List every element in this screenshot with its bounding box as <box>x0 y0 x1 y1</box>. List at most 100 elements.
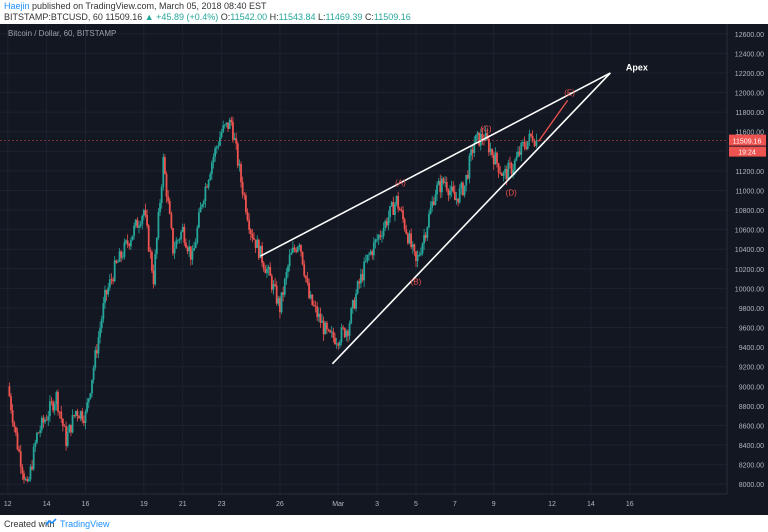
candle-body <box>47 416 50 421</box>
x-tick-label: 16 <box>626 501 634 508</box>
candle-body <box>394 204 396 215</box>
candle-body <box>431 201 434 208</box>
candle-body <box>434 194 437 205</box>
candle-body <box>107 287 110 295</box>
candle-body <box>164 157 166 174</box>
time-axis[interactable] <box>0 494 768 515</box>
candle-body <box>104 290 106 304</box>
candle-body <box>97 337 100 354</box>
candle-body <box>473 142 476 153</box>
x-tick-label: 12 <box>4 501 12 508</box>
candle-body <box>484 132 487 141</box>
author-link[interactable]: Haejin <box>4 1 30 11</box>
candle-body <box>223 124 226 126</box>
candle-body <box>117 261 119 263</box>
candle-body <box>254 239 257 248</box>
candle-body <box>452 186 455 192</box>
candle-body <box>134 219 137 226</box>
candle-body <box>531 135 534 141</box>
tradingview-logo-icon <box>45 518 57 526</box>
y-tick-label: 12600.00 <box>735 32 764 39</box>
wave-label: (B) <box>411 277 422 286</box>
price-tags: 11509.16 19:24 <box>0 134 766 157</box>
candle-body <box>13 422 16 427</box>
candle-body <box>395 195 398 205</box>
candle-body <box>236 143 239 166</box>
candle-body <box>356 281 359 294</box>
candle-body <box>450 186 453 191</box>
price-chart[interactable]: Bitcoin / Dollar, 60, BITSTAMP (A) (B) (C)… <box>0 24 768 515</box>
candle-body <box>165 173 168 197</box>
candle-body <box>34 442 37 447</box>
candle-body <box>421 243 424 254</box>
candle-body <box>322 320 325 335</box>
candle-body <box>230 119 233 122</box>
candle-body <box>45 419 48 421</box>
candle-body <box>162 157 165 187</box>
candle-body <box>133 225 136 236</box>
y-tick-label: 8800.00 <box>739 404 764 411</box>
candle-body <box>439 180 442 193</box>
candle-body <box>403 219 406 230</box>
candle-body <box>78 416 80 419</box>
candle-body <box>279 298 281 313</box>
candle-body <box>355 293 357 309</box>
candle-body <box>21 467 24 474</box>
candle-body <box>196 227 199 243</box>
candle-body <box>338 342 341 346</box>
candle-body <box>523 142 526 147</box>
candle-body <box>447 189 450 196</box>
candle-body <box>499 172 502 174</box>
candle-body <box>113 260 116 282</box>
candle-body <box>87 398 90 403</box>
publish-header: Haejin published on TradingView.com, Mar… <box>0 0 768 24</box>
candle-body <box>453 191 456 201</box>
low-value: 11469.39 <box>325 12 363 22</box>
candle-body <box>129 240 132 247</box>
candle-body <box>347 330 349 336</box>
symbol-info-line: BITSTAMP:BTCUSD, 60 11509.16 ▲ +45.89 (+… <box>4 12 411 22</box>
x-tick-label: 23 <box>218 501 226 508</box>
candle-body <box>497 163 500 173</box>
candle-body <box>486 132 489 140</box>
candle-body <box>426 227 429 238</box>
candle-body <box>40 417 43 431</box>
candle-body <box>157 212 160 238</box>
candle-body <box>513 160 516 170</box>
candle-body <box>509 162 511 164</box>
x-tick-label: 5 <box>414 501 418 508</box>
tradingview-link[interactable]: TradingView <box>60 519 110 529</box>
candle-body <box>353 300 356 309</box>
candle-body <box>500 173 503 176</box>
candles <box>8 116 538 484</box>
close-label: C: <box>364 12 374 22</box>
candle-body <box>424 235 427 238</box>
candle-body <box>332 331 335 338</box>
y-tick-label: 8000.00 <box>739 482 764 489</box>
y-tick-label: 9400.00 <box>739 345 764 352</box>
candle-body <box>502 172 505 176</box>
candle-body <box>73 415 76 416</box>
y-tick-label: 11200.00 <box>735 169 764 176</box>
candle-body <box>423 235 425 244</box>
candle-body <box>74 410 77 416</box>
y-tick-label: 8400.00 <box>739 443 764 450</box>
candle-body <box>351 300 354 309</box>
candle-body <box>392 202 395 215</box>
price-axis[interactable] <box>727 24 768 494</box>
candle-body <box>376 239 379 241</box>
candle-body <box>91 379 93 394</box>
candle-body <box>160 186 163 203</box>
candle-body <box>269 267 272 276</box>
candle-body <box>126 240 129 245</box>
candle-body <box>253 238 255 240</box>
candle-body <box>81 411 84 421</box>
candle-body <box>167 196 170 201</box>
candle-body <box>442 178 445 183</box>
candle-body <box>210 162 213 175</box>
candle-body <box>466 174 469 179</box>
candle-body <box>470 149 472 156</box>
y-tick-label: 11600.00 <box>735 130 764 137</box>
candle-body <box>217 145 220 147</box>
candle-body <box>31 466 33 470</box>
